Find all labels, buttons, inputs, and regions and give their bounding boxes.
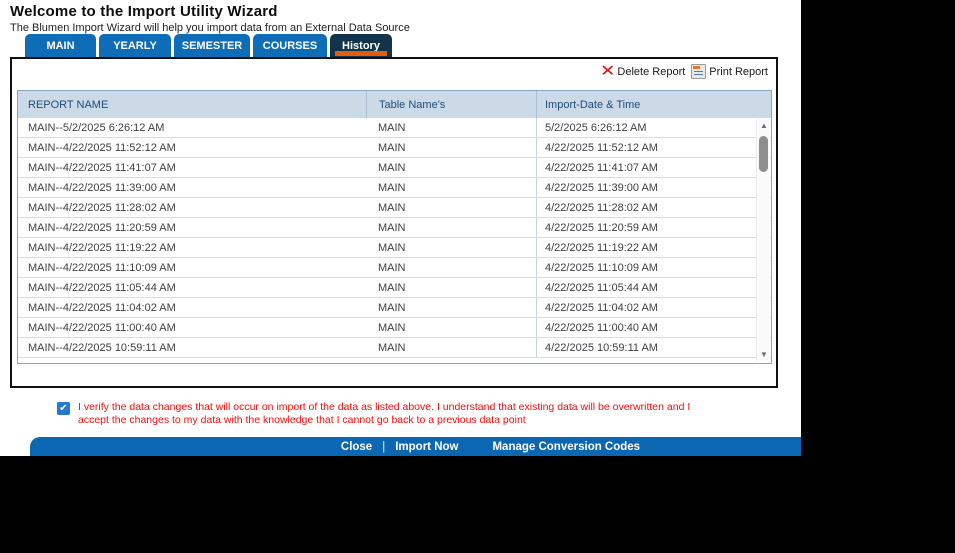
table-row[interactable]: MAIN--4/22/2025 11:52:12 AM MAIN 4/22/2025… <box>18 138 771 158</box>
cell-report-name: MAIN--4/22/2025 11:10:09 AM <box>28 261 176 274</box>
column-header-table-name[interactable]: Table Name's <box>366 91 536 118</box>
tab-courses-label: COURSES <box>262 39 318 52</box>
report-toolbar: ✕ Delete Report Print Report <box>600 62 768 80</box>
cell-import-date: 4/22/2025 11:04:02 AM <box>536 298 771 317</box>
scrollbar-thumb[interactable] <box>759 136 768 172</box>
table-header-row: REPORT NAME Table Name's Import-Date & T… <box>18 91 771 118</box>
cell-import-date: 4/22/2025 11:10:09 AM <box>536 258 771 277</box>
tab-courses[interactable]: COURSES <box>253 34 327 57</box>
tab-yearly[interactable]: YEARLY <box>99 34 171 57</box>
cell-table-name: MAIN <box>378 161 406 174</box>
cell-import-date: 4/22/2025 11:41:07 AM <box>536 158 771 177</box>
cell-table-name: MAIN <box>378 141 406 154</box>
footer-separator: | <box>382 440 386 453</box>
cell-report-name: MAIN--4/22/2025 11:28:02 AM <box>28 201 176 214</box>
cell-table-name: MAIN <box>378 121 406 134</box>
report-history-table: REPORT NAME Table Name's Import-Date & T… <box>17 90 772 364</box>
tab-yearly-label: YEARLY <box>113 39 157 52</box>
page-subtitle: The Blumen Import Wizard will help you i… <box>10 22 410 34</box>
table-row[interactable]: MAIN--5/2/2025 6:26:12 AM MAIN 5/2/2025 6:… <box>18 118 771 138</box>
vertical-scrollbar[interactable]: ▲ ▼ <box>756 119 770 361</box>
print-report-label: Print Report <box>709 65 768 78</box>
print-report-button[interactable]: Print Report <box>691 64 768 79</box>
close-button[interactable]: Close <box>340 440 373 453</box>
import-now-button[interactable]: Import Now <box>395 440 459 453</box>
cell-report-name: MAIN--5/2/2025 6:26:12 AM <box>28 121 165 134</box>
tab-history-label: History <box>342 39 380 52</box>
cell-report-name: MAIN--4/22/2025 11:04:02 AM <box>28 301 176 314</box>
table-body: MAIN--5/2/2025 6:26:12 AM MAIN 5/2/2025 6:… <box>18 118 771 358</box>
cell-import-date: 4/22/2025 11:52:12 AM <box>536 138 771 157</box>
cell-table-name: MAIN <box>378 321 406 334</box>
column-header-report-name[interactable]: REPORT NAME <box>28 98 109 111</box>
cell-import-date: 4/22/2025 11:05:44 AM <box>536 278 771 297</box>
tab-semester[interactable]: SEMESTER <box>174 34 250 57</box>
tab-semester-label: SEMESTER <box>181 39 243 52</box>
cell-table-name: MAIN <box>378 221 406 234</box>
verification-row: ✔ I verify the data changes that will oc… <box>57 401 737 427</box>
verify-checkbox[interactable]: ✔ <box>57 402 70 415</box>
cell-report-name: MAIN--4/22/2025 10:59:11 AM <box>28 341 176 354</box>
cell-import-date: 4/22/2025 10:59:11 AM <box>536 338 771 357</box>
verification-text: I verify the data changes that will occu… <box>78 401 691 426</box>
cell-table-name: MAIN <box>378 301 406 314</box>
table-row[interactable]: MAIN--4/22/2025 11:39:00 AM MAIN 4/22/2025… <box>18 178 771 198</box>
cell-report-name: MAIN--4/22/2025 11:20:59 AM <box>28 221 176 234</box>
column-header-import-date[interactable]: Import-Date & Time <box>536 91 771 118</box>
cell-report-name: MAIN--4/22/2025 11:05:44 AM <box>28 281 176 294</box>
cell-report-name: MAIN--4/22/2025 11:00:40 AM <box>28 321 176 334</box>
cell-import-date: 4/22/2025 11:28:02 AM <box>536 198 771 217</box>
table-row[interactable]: MAIN--4/22/2025 11:20:59 AM MAIN 4/22/2025… <box>18 218 771 238</box>
table-row[interactable]: MAIN--4/22/2025 11:41:07 AM MAIN 4/22/2025… <box>18 158 771 178</box>
cell-import-date: 4/22/2025 11:39:00 AM <box>536 178 771 197</box>
cell-import-date: 4/22/2025 11:20:59 AM <box>536 218 771 237</box>
table-row[interactable]: MAIN--4/22/2025 11:05:44 AM MAIN 4/22/2025… <box>18 278 771 298</box>
delete-report-label: Delete Report <box>617 65 686 78</box>
cell-table-name: MAIN <box>378 181 406 194</box>
delete-report-button[interactable]: ✕ Delete Report <box>600 62 686 80</box>
scroll-down-button[interactable]: ▼ <box>760 350 768 359</box>
table-row[interactable]: MAIN--4/22/2025 11:00:40 AM MAIN 4/22/2025… <box>18 318 771 338</box>
print-report-icon <box>691 64 707 79</box>
table-row[interactable]: MAIN--4/22/2025 10:59:11 AM MAIN 4/22/2025… <box>18 338 771 358</box>
cell-report-name: MAIN--4/22/2025 11:41:07 AM <box>28 161 176 174</box>
cell-import-date: 5/2/2025 6:26:12 AM <box>536 118 771 137</box>
cell-table-name: MAIN <box>378 341 406 354</box>
import-wizard-window: Welcome to the Import Utility Wizard The… <box>0 0 801 456</box>
footer-action-bar: Close | Import Now Manage Conversion Cod… <box>30 437 801 456</box>
cell-import-date: 4/22/2025 11:19:22 AM <box>536 238 771 257</box>
cell-table-name: MAIN <box>378 281 406 294</box>
scroll-up-button[interactable]: ▲ <box>760 121 768 130</box>
tab-history[interactable]: History <box>330 34 392 57</box>
cell-report-name: MAIN--4/22/2025 11:19:22 AM <box>28 241 176 254</box>
cell-report-name: MAIN--4/22/2025 11:52:12 AM <box>28 141 176 154</box>
table-row[interactable]: MAIN--4/22/2025 11:04:02 AM MAIN 4/22/2025… <box>18 298 771 318</box>
cell-table-name: MAIN <box>378 261 406 274</box>
table-row[interactable]: MAIN--4/22/2025 11:19:22 AM MAIN 4/22/2025… <box>18 238 771 258</box>
tab-main-label: MAIN <box>46 39 75 52</box>
tab-bar: MAIN YEARLY SEMESTER COURSES History <box>25 34 392 57</box>
cell-table-name: MAIN <box>378 241 406 254</box>
table-row[interactable]: MAIN--4/22/2025 11:10:09 AM MAIN 4/22/2025… <box>18 258 771 278</box>
page-title: Welcome to the Import Utility Wizard <box>10 3 278 20</box>
active-tab-indicator <box>335 51 387 56</box>
manage-conversion-codes-button[interactable]: Manage Conversion Codes <box>492 440 641 453</box>
cell-table-name: MAIN <box>378 201 406 214</box>
cell-import-date: 4/22/2025 11:00:40 AM <box>536 318 771 337</box>
tab-main[interactable]: MAIN <box>25 34 96 57</box>
table-row[interactable]: MAIN--4/22/2025 11:28:02 AM MAIN 4/22/2025… <box>18 198 771 218</box>
cell-report-name: MAIN--4/22/2025 11:39:00 AM <box>28 181 176 194</box>
history-panel: ✕ Delete Report Print Report REPORT NAME… <box>10 57 778 388</box>
delete-x-icon: ✕ <box>600 62 616 80</box>
